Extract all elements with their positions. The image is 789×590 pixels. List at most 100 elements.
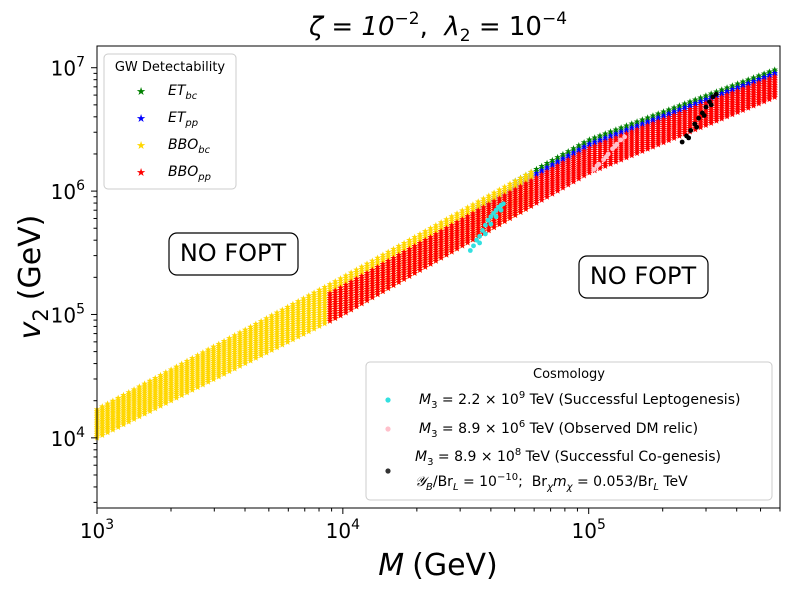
data-point [326, 299, 334, 306]
data-point [252, 335, 260, 342]
data-point [474, 220, 482, 227]
data-point [506, 193, 514, 200]
data-point [284, 332, 291, 339]
data-point [543, 180, 551, 188]
data-point [279, 328, 286, 335]
data-point [104, 427, 111, 434]
data-point [490, 219, 498, 226]
data-point [395, 272, 403, 279]
data-point [416, 244, 424, 251]
cosmology-point [471, 243, 476, 249]
data-point [289, 318, 297, 325]
data-point [226, 339, 233, 346]
data-point [437, 218, 445, 226]
data-point [300, 317, 307, 324]
data-point [453, 212, 461, 219]
data-point [692, 105, 699, 112]
data-point [649, 116, 657, 123]
data-point [379, 276, 387, 283]
data-point [279, 319, 286, 326]
data-point [226, 365, 233, 373]
data-point [411, 251, 418, 258]
x-axis-unit: (GeV) [412, 548, 498, 583]
data-point [554, 177, 561, 184]
cosmology-point [591, 166, 597, 172]
data-point [189, 368, 196, 375]
data-point [607, 156, 614, 163]
data-point [284, 321, 291, 328]
data-point [453, 234, 461, 241]
data-point [437, 223, 445, 230]
data-point [453, 229, 461, 237]
data-point [130, 400, 138, 408]
data-point [739, 96, 747, 103]
data-point [236, 358, 244, 365]
data-point [204, 354, 212, 361]
data-point [564, 160, 572, 167]
data-point [136, 403, 143, 410]
data-point [654, 123, 662, 131]
data-point [358, 288, 365, 295]
data-point [125, 416, 132, 423]
data-point [628, 142, 635, 149]
data-point [501, 217, 508, 225]
data-point [750, 102, 757, 109]
data-point [464, 219, 471, 226]
x-axis-label: M (GeV) [378, 548, 498, 583]
data-point [257, 324, 265, 331]
data-point [496, 212, 503, 219]
data-point [257, 343, 265, 350]
data-point [199, 361, 207, 368]
data-point [617, 124, 625, 131]
data-point [215, 369, 223, 376]
data-point [215, 352, 223, 360]
data-point [607, 140, 614, 147]
data-point [633, 142, 641, 149]
data-point [692, 126, 699, 133]
data-point [247, 329, 254, 337]
data-point [226, 345, 233, 352]
data-point [342, 283, 350, 290]
data-point [294, 315, 302, 322]
data-point [422, 263, 429, 270]
data-point [353, 294, 360, 301]
data-point [300, 306, 307, 313]
data-point [395, 256, 403, 263]
data-point [665, 119, 673, 126]
data-point [750, 93, 757, 100]
data-point [739, 94, 747, 101]
legend-label: M [419, 392, 431, 408]
cosmology-point [482, 231, 488, 237]
legend-marker-star: ★ [136, 166, 146, 179]
data-point [422, 261, 429, 268]
data-point [252, 322, 260, 329]
data-point [114, 407, 122, 414]
data-point [120, 391, 127, 398]
data-point [242, 351, 249, 358]
data-point [289, 307, 297, 314]
data-point [109, 408, 117, 415]
cosmology-point [488, 221, 494, 227]
cosmology-point [501, 201, 506, 207]
data-point [538, 188, 545, 195]
data-point [453, 236, 461, 243]
data-point [745, 83, 752, 90]
data-point [130, 386, 138, 393]
data-point [99, 404, 106, 412]
data-point [379, 281, 387, 288]
data-point [215, 361, 223, 368]
data-point [152, 384, 159, 391]
data-point [506, 191, 514, 198]
data-point [496, 188, 503, 195]
data-point [612, 134, 620, 141]
data-point [623, 152, 630, 159]
data-point [342, 286, 350, 293]
data-point [390, 250, 397, 257]
data-point [231, 359, 238, 366]
data-point [681, 126, 688, 133]
data-point [120, 406, 127, 413]
data-point [152, 389, 159, 397]
data-point [564, 164, 572, 171]
data-point [231, 363, 238, 370]
data-point [596, 154, 604, 161]
